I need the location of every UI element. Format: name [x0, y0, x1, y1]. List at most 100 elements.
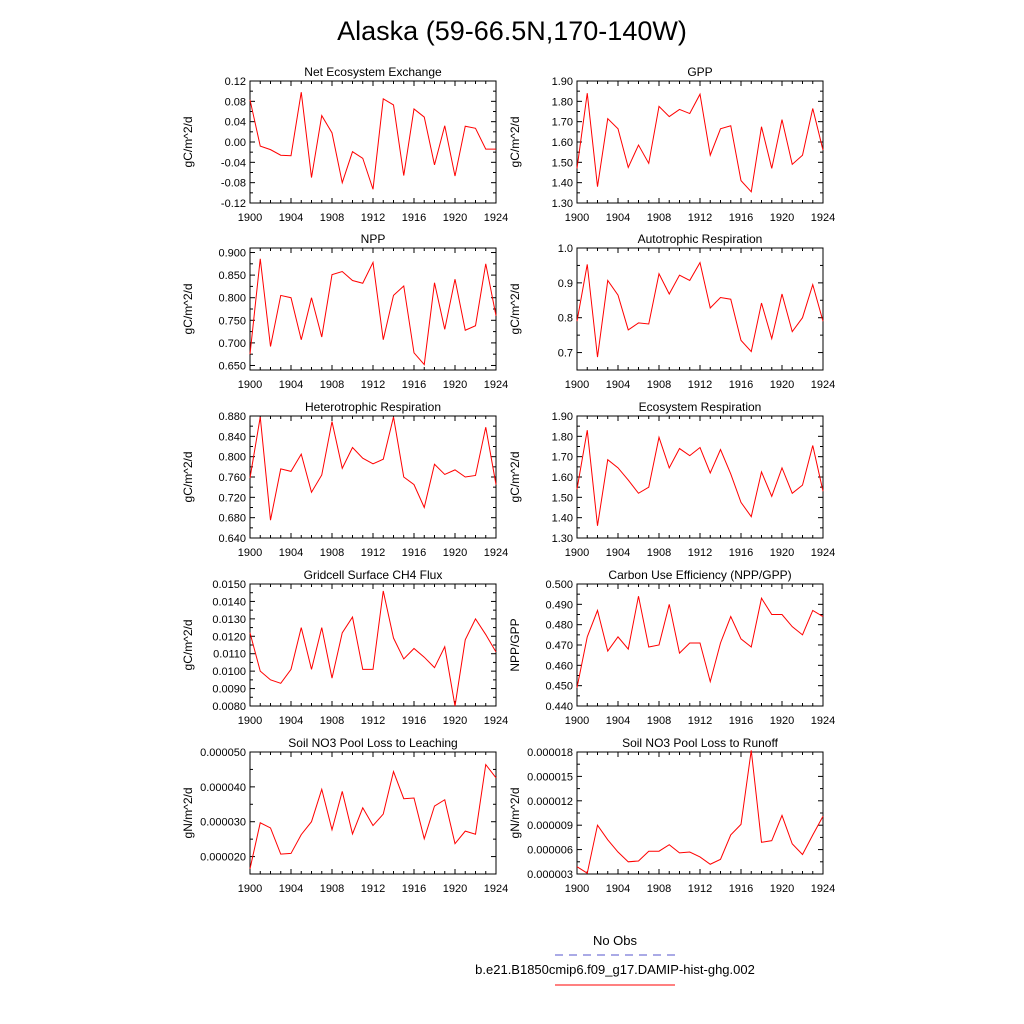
series-line-npp	[249, 258, 497, 366]
y-tick-label: 0.000018	[527, 747, 573, 759]
y-tick-label: 0.000012	[527, 796, 573, 808]
legend: No Obs b.e21.B1850cmip6.f09_g17.DAMIP-hi…	[475, 933, 755, 986]
y-tick-label: 1.30	[552, 198, 573, 210]
y-tick-label: 0.000015	[527, 771, 573, 783]
y-tick-label: 0.000003	[527, 869, 573, 881]
x-tick-label: 1924	[484, 212, 508, 224]
x-tick-label: 1900	[565, 379, 589, 391]
series-line-soil-no3-pool-loss-to-runoff	[576, 750, 824, 874]
x-tick-label: 1924	[811, 379, 835, 391]
y-tick-label: -0.12	[221, 198, 246, 210]
x-tick-label: 1912	[361, 212, 385, 224]
series-line-gpp	[576, 92, 824, 193]
x-tick-label: 1912	[361, 379, 385, 391]
x-tick-label: 1904	[606, 547, 630, 559]
x-tick-label: 1904	[279, 379, 303, 391]
x-tick-label: 1916	[402, 883, 426, 895]
x-tick-label: 1900	[565, 715, 589, 727]
x-tick-label: 1912	[688, 547, 712, 559]
x-tick-label: 1904	[606, 715, 630, 727]
y-tick-label: 0.750	[218, 315, 246, 327]
x-tick-label: 1912	[361, 715, 385, 727]
series-line-heterotrophic-respiration	[249, 416, 497, 521]
x-tick-label: 1908	[320, 212, 344, 224]
panel-autotrophic-respiration: Autotrophic Respiration gC/m^2/d 0.7 0.8 0.9…	[508, 232, 835, 391]
x-tick-label: 1916	[729, 547, 753, 559]
x-tick-label: 1912	[688, 715, 712, 727]
legend-label-model: b.e21.B1850cmip6.f09_g17.DAMIP-hist-ghg.…	[475, 962, 755, 977]
x-tick-label: 1924	[811, 715, 835, 727]
panel-title: Carbon Use Efficiency (NPP/GPP)	[608, 568, 791, 582]
y-axis-label: gN/m^2/d	[181, 788, 195, 839]
y-axis-label: gC/m^2/d	[508, 452, 522, 503]
x-tick-label: 1904	[279, 212, 303, 224]
y-tick-label: -0.04	[221, 157, 246, 169]
y-axis-label: NPP/GPP	[508, 618, 522, 671]
y-tick-label: 0.0130	[212, 614, 246, 626]
y-tick-label: 0.000030	[200, 817, 246, 829]
y-tick-label: 1.80	[552, 96, 573, 108]
x-tick-label: 1904	[606, 883, 630, 895]
y-tick-label: 1.40	[552, 513, 573, 525]
y-tick-label: -0.08	[221, 178, 246, 190]
x-tick-label: 1908	[320, 547, 344, 559]
x-tick-label: 1900	[565, 883, 589, 895]
panel-npp: NPP gC/m^2/d 0.650 0.700 0.750 0.800 0.850 0.90…	[181, 232, 508, 391]
plot-frame	[249, 583, 497, 707]
y-tick-label: 0.000009	[527, 820, 573, 832]
y-tick-label: 0.490	[545, 599, 573, 611]
x-tick-label: 1916	[729, 379, 753, 391]
x-tick-label: 1912	[361, 547, 385, 559]
x-tick-label: 1900	[565, 212, 589, 224]
x-tick-label: 1920	[770, 883, 794, 895]
panel-title: Soil NO3 Pool Loss to Runoff	[622, 736, 779, 750]
series-line-net-ecosystem-exchange	[249, 92, 496, 190]
y-tick-label: 0.680	[218, 513, 246, 525]
x-tick-label: 1904	[606, 379, 630, 391]
y-tick-label: 0.0090	[212, 684, 246, 696]
y-tick-label: 1.50	[552, 157, 573, 169]
x-tick-label: 1900	[565, 547, 589, 559]
y-tick-label: 0.8	[558, 313, 573, 325]
y-tick-label: 0.900	[218, 248, 246, 260]
plot-frame	[576, 583, 824, 707]
y-axis-label: gC/m^2/d	[181, 620, 195, 671]
y-tick-label: 1.70	[552, 117, 573, 129]
x-tick-label: 1908	[647, 379, 671, 391]
y-tick-label: 0.440	[545, 701, 573, 713]
x-tick-label: 1920	[770, 715, 794, 727]
chart-panels: Net Ecosystem Exchange gC/m^2/d -0.12 -0.08…	[181, 65, 835, 895]
y-tick-label: 0.460	[545, 660, 573, 672]
y-tick-label: 0.0150	[212, 579, 246, 591]
x-tick-label: 1916	[729, 883, 753, 895]
x-tick-label: 1904	[279, 883, 303, 895]
plot-frame	[576, 751, 824, 875]
y-axis-label: gC/m^2/d	[508, 284, 522, 335]
series-line-autotrophic-respiration	[576, 261, 824, 358]
panel-ecosystem-respiration: Ecosystem Respiration gC/m^2/d 1.30 1.40 1.5…	[508, 400, 835, 559]
x-tick-label: 1916	[402, 547, 426, 559]
x-tick-label: 1908	[320, 379, 344, 391]
x-tick-label: 1900	[238, 212, 262, 224]
x-tick-label: 1904	[279, 715, 303, 727]
x-tick-label: 1908	[320, 715, 344, 727]
x-tick-label: 1920	[443, 547, 467, 559]
x-tick-label: 1920	[443, 883, 467, 895]
y-tick-label: 0.450	[545, 681, 573, 693]
x-tick-label: 1924	[484, 379, 508, 391]
x-tick-label: 1924	[484, 547, 508, 559]
x-tick-label: 1920	[443, 212, 467, 224]
y-axis-label: gC/m^2/d	[508, 117, 522, 168]
x-tick-label: 1920	[770, 379, 794, 391]
figure-title: Alaska (59-66.5N,170-140W)	[337, 16, 687, 46]
y-tick-label: 0.08	[225, 96, 246, 108]
x-tick-label: 1916	[402, 379, 426, 391]
x-tick-label: 1900	[238, 715, 262, 727]
panel-net-ecosystem-exchange: Net Ecosystem Exchange gC/m^2/d -0.12 -0.08…	[181, 65, 508, 224]
y-tick-label: 1.60	[552, 137, 573, 149]
panel-title: NPP	[361, 232, 386, 246]
series-line-gridcell-surface-ch4-flux	[249, 590, 497, 707]
x-tick-label: 1920	[770, 547, 794, 559]
x-tick-label: 1916	[402, 212, 426, 224]
x-tick-label: 1908	[647, 715, 671, 727]
